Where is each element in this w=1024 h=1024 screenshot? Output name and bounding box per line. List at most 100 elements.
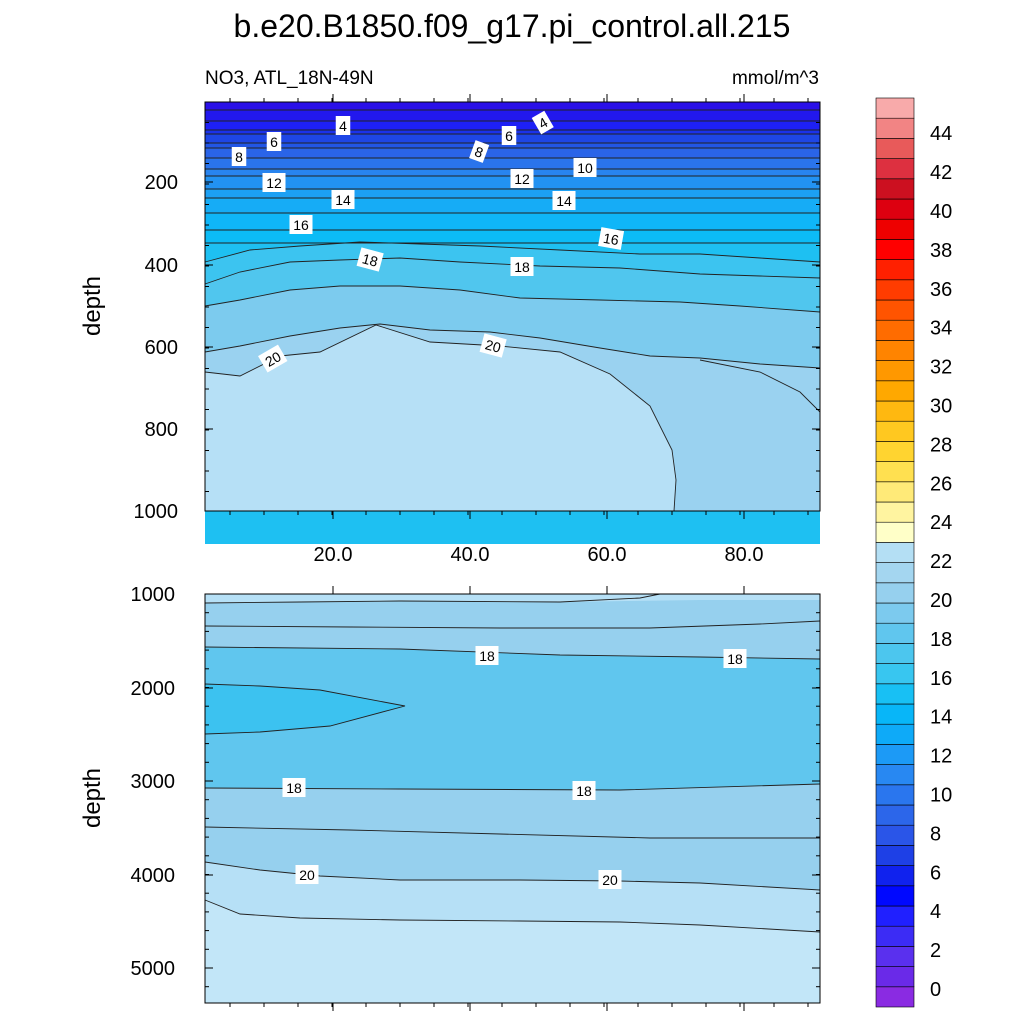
contour-line-lower-20b — [204, 861, 821, 891]
colorbar-tick-label: 30 — [930, 396, 952, 418]
contour-label: 16 — [289, 215, 313, 234]
colorbar-swatch — [875, 380, 915, 402]
band-lower-18-19 — [205, 647, 820, 790]
contour-label-bg — [501, 126, 517, 145]
upper-y-tick-label: 200 — [145, 172, 178, 194]
colorbar-swatch — [875, 622, 915, 644]
contour-label-bg — [510, 169, 534, 188]
contour-line-lower-19a — [204, 620, 821, 629]
contour-line-upper — [204, 212, 820, 216]
colorbar-tick-label: 44 — [930, 123, 952, 145]
colorbar-swatch — [875, 986, 915, 1008]
colorbar-tick-label: 34 — [930, 318, 952, 340]
contour-label-bg — [552, 191, 576, 210]
colorbar-swatch — [875, 804, 915, 826]
band-20-21 — [205, 325, 676, 511]
colorbar-swatch — [875, 663, 915, 685]
upper-y-axis-label: depth — [79, 276, 106, 336]
colorbar-swatch — [875, 279, 915, 301]
contour-label: 4 — [335, 116, 351, 135]
lower-y-tick-label: 1000 — [131, 584, 176, 606]
contour-label: 16 — [598, 227, 625, 250]
lower-y-tick-label: 2000 — [131, 678, 176, 700]
contour-label-text: 18 — [479, 648, 495, 664]
contour-label-bg — [335, 116, 351, 135]
contour-label-bg — [231, 147, 247, 166]
contour-label-text: 20 — [602, 872, 618, 888]
contour-label-bg — [723, 649, 747, 668]
upper-y-tick-label: 800 — [145, 419, 178, 441]
contour-label-text: 20 — [262, 348, 284, 370]
contour-label-bg — [572, 781, 596, 800]
contour-line-upper — [204, 188, 820, 191]
contour-line-upper — [204, 175, 820, 180]
colorbar: 0246810121416182022242628303234363840424… — [875, 97, 952, 1008]
contour-label-text: 12 — [266, 175, 282, 191]
colorbar-tick-label: 36 — [930, 279, 952, 301]
colorbar-swatch — [875, 360, 915, 382]
colorbar-tick-label: 26 — [930, 473, 952, 495]
contour-label: 20 — [295, 865, 319, 884]
upper-x-tick-label: 60.0 — [588, 544, 627, 566]
contour-label-text: 18 — [360, 250, 379, 270]
lower-panel: 18 18 18 18 20 20 1000 2000 3000 4000 5000 depth — [79, 584, 821, 1011]
colorbar-tick-label: 18 — [930, 629, 952, 651]
colorbar-swatch — [875, 97, 915, 119]
colorbar-swatch — [875, 905, 915, 927]
contour-line-upper — [204, 109, 820, 115]
contour-line-18 — [204, 285, 821, 313]
contour-line-lower-21 — [204, 899, 821, 933]
band-lower-17-18 — [205, 684, 405, 734]
colorbar-swatch — [875, 420, 915, 442]
colorbar-swatch — [875, 643, 915, 664]
colorbar-tick-label: 20 — [930, 590, 952, 612]
colorbar-tick-label: 22 — [930, 551, 952, 573]
colorbar-swatch — [875, 683, 915, 705]
contour-line-upper — [204, 120, 820, 124]
contour-label: 20 — [258, 344, 288, 373]
contour-label: 18 — [475, 646, 499, 665]
colorbar-swatch — [875, 158, 915, 180]
contour-line-lower-17 — [204, 683, 406, 735]
colorbar-swatch — [875, 481, 915, 503]
contour-label-text: 20 — [483, 336, 502, 356]
colorbar-tick-label: 32 — [930, 357, 952, 379]
contour-label: 18 — [572, 781, 596, 800]
colorbar-swatch — [875, 784, 915, 806]
contour-label-text: 6 — [270, 134, 278, 150]
upper-x-tick-label: 40.0 — [451, 544, 490, 566]
contour-label-bg — [262, 173, 286, 192]
colorbar-swatch — [875, 865, 915, 887]
colorbar-swatch — [875, 925, 915, 947]
upper-x-tick-label: 20.0 — [314, 544, 353, 566]
colorbar-swatch — [875, 582, 915, 604]
colorbar-swatch — [875, 542, 915, 563]
colorbar-swatch — [875, 218, 915, 240]
contour-label: 6 — [501, 126, 517, 145]
colorbar-tick-label: 38 — [930, 240, 952, 262]
colorbar-swatch — [875, 602, 915, 624]
contour-label-text: 4 — [339, 118, 347, 134]
colorbar-tick-label: 2 — [930, 940, 941, 962]
contour-label: 20 — [479, 333, 507, 358]
colorbar-swatch — [875, 723, 915, 745]
contour-line-upper — [204, 157, 820, 161]
colorbar-swatch — [875, 138, 915, 159]
contour-label-text: 18 — [727, 651, 743, 667]
contour-label-bg — [479, 333, 507, 358]
contour-label-text: 18 — [514, 259, 530, 275]
colorbar-tick-label: 28 — [930, 434, 952, 456]
colorbar-swatch — [875, 441, 915, 462]
units-label: mmol/m^3 — [732, 68, 819, 89]
colorbar-swatch — [875, 501, 915, 523]
contour-label-text: 16 — [293, 217, 309, 233]
colorbar-swatch — [875, 299, 915, 321]
colorbar-swatch — [875, 198, 915, 220]
colorbar-swatch — [875, 400, 915, 422]
contour-label-bg — [282, 778, 306, 797]
colorbar-swatch — [875, 521, 915, 543]
contour-label-bg — [295, 865, 319, 884]
contour-line-lower-19b — [204, 826, 820, 839]
contour-label: 18 — [723, 649, 747, 668]
